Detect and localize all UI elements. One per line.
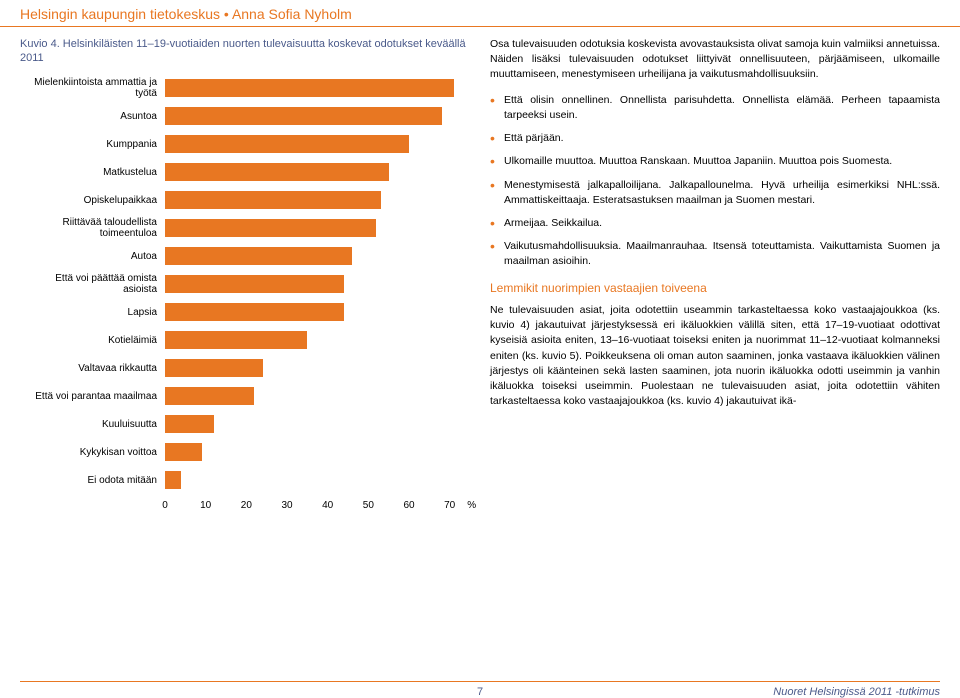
axis-tick: 40 [322,500,333,511]
bar-area [165,163,470,181]
footer-page-number: 7 [477,686,483,698]
section-title: Lemmikit nuorimpien vastaajien toiveena [490,280,940,297]
chart-row-label: Lapsia [20,307,165,318]
intro-paragraph: Osa tulevaisuuden odotuksia koskevista a… [490,37,940,83]
bar [165,387,254,405]
bar-area [165,415,470,433]
bar-area [165,359,470,377]
chart-row: Että voi päättää omista asioista [20,272,470,297]
chart-row: Mielenkiintoista ammattia ja työtä [20,76,470,101]
chart-row: Kumppania [20,132,470,157]
bar-area [165,135,470,153]
chart-row-label: Riittävää taloudellista toimeentuloa [20,217,165,239]
header-bullet: • [224,6,229,22]
bar-area [165,107,470,125]
bullet-item: Vaikutusmahdollisuuksia. Maailmanrauhaa.… [490,239,940,269]
chart-title-prefix: Kuvio 4. [20,38,60,50]
body-paragraph: Ne tulevaisuuden asiat, joita odotettiin… [490,303,940,410]
bar [165,443,202,461]
bullet-item: Menestymisestä jalkapalloilijana. Jalkap… [490,178,940,208]
bar-chart: Mielenkiintoista ammattia ja työtä Asunto… [20,76,470,525]
bar [165,275,344,293]
chart-row-label: Kykykisan voittoa [20,447,165,458]
content-area: Kuvio 4. Helsinkiläisten 11–19-vuotiaide… [0,27,960,525]
chart-axis: 010203040506070% [165,496,470,500]
bar [165,107,442,125]
bullet-item: Armeijaa. Seikkailua. [490,216,940,231]
chart-row: Asuntoa [20,104,470,129]
chart-row: Riittävää taloudellista toimeentuloa [20,216,470,241]
chart-row: Kykykisan voittoa [20,440,470,465]
chart-title-rest: Helsinkiläisten 11–19-vuotiaiden nuorten… [20,38,466,64]
chart-row: Että voi parantaa maailmaa [20,384,470,409]
chart-row-label: Valtavaa rikkautta [20,363,165,374]
bar [165,331,307,349]
bar-area [165,443,470,461]
chart-row: Lapsia [20,300,470,325]
chart-row: Matkustelua [20,160,470,185]
axis-unit: % [467,500,476,511]
chart-row-label: Kotieläimiä [20,335,165,346]
header-author: Anna Sofia Nyholm [232,6,352,22]
bar-area [165,247,470,265]
left-column: Kuvio 4. Helsinkiläisten 11–19-vuotiaide… [20,37,470,525]
chart-title: Kuvio 4. Helsinkiläisten 11–19-vuotiaide… [20,37,470,66]
chart-row-label: Autoa [20,251,165,262]
axis-tick: 50 [363,500,374,511]
bar [165,191,381,209]
chart-row: Opiskelupaikkaa [20,188,470,213]
bar [165,471,181,489]
bar [165,219,376,237]
chart-row-label: Mielenkiintoista ammattia ja työtä [20,77,165,99]
axis-tick: 20 [241,500,252,511]
bullet-list: Että olisin onnellinen. Onnellista paris… [490,93,940,270]
bar-area [165,331,470,349]
axis-tick: 70 [444,500,455,511]
bar-area [165,471,470,489]
bullet-item: Että pärjään. [490,131,940,146]
footer-study-name: Nuoret Helsingissä 2011 -tutkimus [773,686,940,698]
axis-tick: 0 [162,500,168,511]
bullet-item: Että olisin onnellinen. Onnellista paris… [490,93,940,123]
bar [165,303,344,321]
chart-row-label: Että voi parantaa maailmaa [20,391,165,402]
bar [165,163,389,181]
bar [165,79,454,97]
chart-row: Valtavaa rikkautta [20,356,470,381]
chart-row-label: Kumppania [20,139,165,150]
axis-tick: 10 [200,500,211,511]
bar [165,135,409,153]
chart-row-label: Opiskelupaikkaa [20,195,165,206]
bar-area [165,387,470,405]
chart-row-label: Ei odota mitään [20,475,165,486]
chart-row: Kuuluisuutta [20,412,470,437]
bar-area [165,191,470,209]
bar-area [165,275,470,293]
axis-tick: 60 [403,500,414,511]
chart-row: Autoa [20,244,470,269]
header-org: Helsingin kaupungin tietokeskus [20,6,220,22]
right-column: Osa tulevaisuuden odotuksia koskevista a… [490,37,940,525]
chart-row-label: Kuuluisuutta [20,419,165,430]
chart-row: Kotieläimiä [20,328,470,353]
bar [165,359,263,377]
axis-tick: 30 [281,500,292,511]
bullet-item: Ulkomaille muuttoa. Muuttoa Ranskaan. Mu… [490,154,940,169]
chart-row: Ei odota mitään [20,468,470,493]
page-header: Helsingin kaupungin tietokeskus • Anna S… [0,0,960,27]
chart-row-label: Matkustelua [20,167,165,178]
bar-area [165,303,470,321]
chart-row-label: Asuntoa [20,111,165,122]
chart-row-label: Että voi päättää omista asioista [20,273,165,295]
bar [165,415,214,433]
bar [165,247,352,265]
page-footer: 7 Nuoret Helsingissä 2011 -tutkimus [20,681,940,686]
bar-area [165,79,470,97]
bar-area [165,219,470,237]
